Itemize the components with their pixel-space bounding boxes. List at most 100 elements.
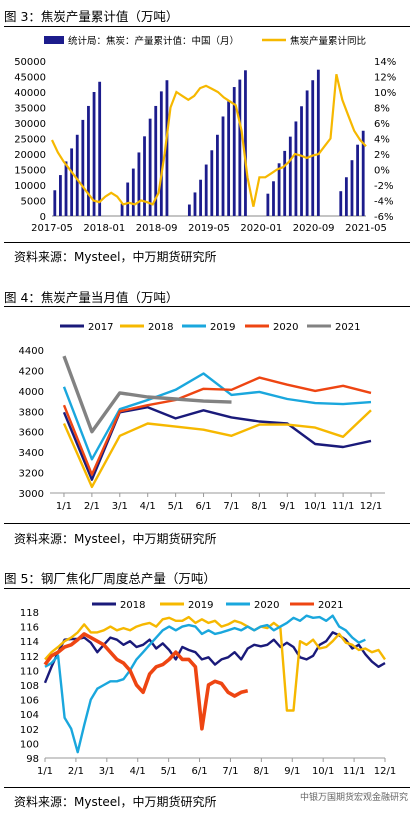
chart3-svg: 0 5000 10000 15000 20000 25000 30000 35000 40000… [14, 35, 396, 234]
x-tick-label: 3/1 [112, 501, 128, 512]
bar [277, 163, 281, 216]
bar [339, 191, 343, 216]
chart5-top-rule [4, 588, 410, 589]
chart4-top-rule [4, 306, 410, 307]
y-left-tick-label: 10000 [14, 181, 46, 192]
x-tick-label: 10/1 [312, 766, 334, 777]
series-line-2021 [62, 355, 232, 434]
y-right-tick-label: -6% [374, 212, 393, 223]
legend-label-2019: 2019 [210, 322, 235, 333]
legend-label-2020: 2020 [273, 322, 298, 333]
bar [187, 204, 191, 216]
x-tick-label: 3/1 [99, 766, 115, 777]
bar [92, 92, 96, 216]
chart3-title: 图 3：焦炭产量累计值（万吨） [4, 9, 179, 24]
y-right-tick-label: -2% [374, 181, 393, 192]
y-tick-label: 98 [26, 754, 39, 765]
x-tick-label: 4/1 [140, 501, 156, 512]
x-tick-label: 4/1 [130, 766, 146, 777]
x-tick-label: 5/1 [168, 501, 184, 512]
series-line-2020 [62, 376, 372, 476]
legend-label-2018: 2018 [148, 322, 173, 333]
bar [143, 136, 146, 216]
y-tick-label: 114 [20, 637, 39, 648]
series-line-yoy [51, 73, 367, 207]
bar [159, 91, 163, 216]
y-tick-label: 3800 [19, 407, 44, 418]
y-left-tick-label: 35000 [14, 104, 46, 115]
y-right-tick-label: -4% [374, 197, 393, 208]
series-line-2019 [44, 615, 386, 712]
bar [53, 190, 57, 216]
bar [305, 90, 309, 216]
y-tick-label: 4200 [19, 366, 44, 377]
series-line-2018 [43, 631, 386, 684]
x-tick-label: 2/1 [68, 766, 84, 777]
x-tick-label: 7/1 [222, 766, 238, 777]
legend-label-2021: 2021 [318, 600, 343, 611]
bar [81, 119, 85, 216]
chart3-bottom-rule [4, 242, 410, 243]
bar [59, 175, 62, 216]
y-tick-label: 118 [20, 608, 39, 619]
x-tick-label: 2019-05 [188, 223, 230, 234]
bar [64, 161, 68, 216]
chart4-source: 资料来源：Mysteel，中万期货研究所 [14, 532, 217, 546]
series-line-2017 [62, 406, 372, 481]
bar [165, 80, 169, 216]
x-tick-label: 12/1 [360, 501, 382, 512]
x-tick-label: 2018-01 [83, 223, 125, 234]
chart4-title: 图 4：焦炭产量当月值（万吨） [4, 290, 179, 305]
watermark-text: 中银万国期货宏观金融研究 [299, 793, 408, 803]
x-tick-label: 9/1 [279, 501, 295, 512]
bar [350, 160, 354, 216]
x-tick-label: 6/1 [191, 766, 207, 777]
y-right-tick-label: 2% [374, 150, 390, 161]
bar [344, 177, 348, 216]
legend-label-2021: 2021 [335, 322, 360, 333]
y-left-tick-label: 15000 [14, 166, 46, 177]
y-left-tick-label: 20000 [14, 150, 46, 161]
bar [272, 181, 275, 216]
y-tick-label: 104 [20, 710, 39, 721]
x-tick-label: 5/1 [161, 766, 177, 777]
bar [288, 136, 292, 216]
bar [300, 106, 303, 216]
bar [266, 193, 270, 216]
y-tick-label: 4400 [19, 346, 44, 357]
legend-swatch-bar [44, 36, 64, 44]
y-left-tick-label: 5000 [21, 197, 46, 208]
y-right-tick-label: 12% [374, 73, 396, 84]
bar [244, 70, 247, 216]
y-left-tick-label: 30000 [14, 119, 46, 130]
bar [311, 80, 315, 216]
x-tick-label: 11/1 [332, 501, 354, 512]
x-tick-label: 12/1 [374, 766, 396, 777]
bar [238, 79, 242, 216]
y-right-tick-label: 6% [374, 119, 390, 130]
bar [356, 144, 359, 216]
y-tick-label: 106 [20, 696, 39, 707]
chart5-bottom-rule [4, 787, 410, 788]
y-right-tick-label: 0% [374, 166, 390, 177]
y-tick-label: 108 [20, 681, 39, 692]
chart4-svg: 3000 3200 3400 3600 3800 4000 4200 4400 1/1 2/1 3/… [19, 322, 385, 512]
bar [227, 101, 231, 216]
legend-label-bar: 统计局：焦炭：产量累计值：中国（月） [68, 35, 239, 47]
y-right-tick-label: 14% [374, 57, 396, 68]
y-tick-label: 100 [20, 739, 39, 750]
bar [361, 130, 365, 216]
x-tick-label: 1/1 [37, 766, 53, 777]
bar [75, 134, 79, 216]
bar [126, 182, 130, 216]
y-left-tick-label: 50000 [14, 57, 46, 68]
legend-label-2020: 2020 [254, 600, 279, 611]
x-tick-label: 2017-05 [31, 223, 73, 234]
y-tick-label: 110 [20, 666, 39, 677]
x-tick-label: 11/1 [343, 766, 365, 777]
bar [294, 121, 298, 216]
legend-label-2017: 2017 [88, 322, 113, 333]
bar [98, 81, 102, 216]
bar [131, 168, 135, 216]
y-left-tick-label: 0 [40, 212, 46, 223]
